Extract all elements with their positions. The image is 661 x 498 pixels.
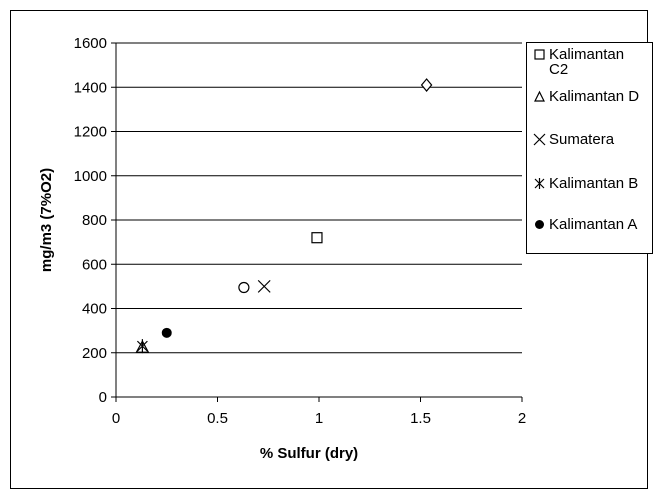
square-marker-icon — [534, 49, 545, 60]
legend-item-kalimantan-a: Kalimantan A — [533, 217, 637, 232]
x-tick-label: 0 — [112, 410, 120, 427]
legend-label: Sumatera — [549, 131, 615, 148]
legend-label: Kalimantan A — [549, 216, 638, 233]
triangle-marker-icon — [534, 90, 545, 102]
asterisk-marker-icon — [534, 178, 545, 189]
data-point-square — [311, 232, 323, 244]
y-axis-label: mg/m3 (7%O2) — [38, 168, 55, 272]
y-tick-label: 0 — [99, 389, 107, 406]
data-point-diamond — [420, 78, 433, 92]
data-point-x — [257, 279, 271, 293]
y-tick-label: 800 — [82, 212, 107, 229]
legend-label: Kalimantan D — [549, 88, 640, 105]
legend-label: Kalimantan C2 — [549, 46, 625, 78]
x-marker-icon — [533, 133, 546, 146]
legend-item-kalimantan-b: Kalimantan B — [533, 176, 638, 191]
filled-circle-marker-icon — [535, 220, 544, 229]
y-tick-label: 400 — [82, 301, 107, 318]
y-tick-label: 1200 — [74, 124, 107, 141]
data-point-circle — [238, 281, 250, 294]
y-tick-label: 600 — [82, 256, 107, 273]
legend: Kalimantan C2 Kalimantan D Sumatera Kali… — [526, 42, 653, 254]
data-point-asterisk — [136, 339, 148, 354]
legend-label: Kalimantan B — [549, 175, 639, 192]
y-tick-label: 1600 — [74, 35, 107, 52]
x-tick-label: 2 — [518, 410, 526, 427]
x-tick-label: 1 — [315, 410, 323, 427]
data-point-filled-circle — [161, 327, 172, 338]
y-tick-label: 200 — [82, 345, 107, 362]
x-axis-label: % Sulfur (dry) — [260, 445, 358, 462]
x-tick-label: 1.5 — [410, 410, 431, 427]
legend-item-kalimantan-c2: Kalimantan C2 — [533, 47, 624, 77]
legend-item-kalimantan-d: Kalimantan D — [533, 89, 639, 104]
legend-item-sumatera: Sumatera — [533, 132, 614, 147]
y-tick-label: 1400 — [74, 79, 107, 96]
x-tick-label: 0.5 — [207, 410, 228, 427]
y-tick-label: 1000 — [74, 168, 107, 185]
